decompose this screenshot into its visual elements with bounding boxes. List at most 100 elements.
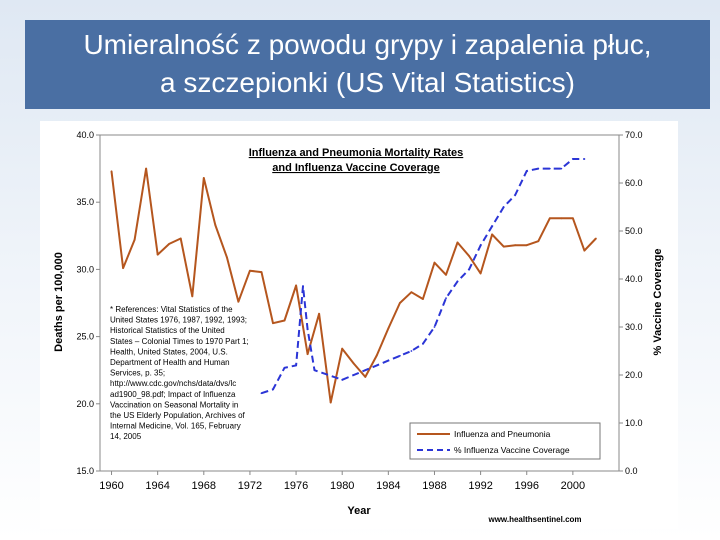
x-axis-label: Year bbox=[347, 505, 371, 517]
mortality-point bbox=[110, 170, 113, 173]
reference-line: United States 1976, 1987, 1992, 1993; bbox=[110, 316, 247, 325]
mortality-point bbox=[422, 298, 424, 300]
vaccine-point bbox=[398, 354, 401, 357]
vaccine-point bbox=[502, 206, 505, 208]
vaccine-point bbox=[445, 297, 447, 300]
x-tick-label: 1992 bbox=[468, 480, 492, 492]
slide-title-box: Umieralność z powodu grypy i zapalenia p… bbox=[25, 20, 710, 109]
y-tick-label: 40.0 bbox=[76, 130, 94, 140]
x-tick-label: 1980 bbox=[330, 480, 354, 492]
mortality-point bbox=[410, 291, 413, 294]
mortality-point bbox=[364, 376, 367, 378]
vaccine-point bbox=[537, 167, 540, 170]
mortality-point bbox=[260, 271, 263, 273]
vaccine-point bbox=[272, 388, 274, 391]
vaccine-point bbox=[341, 378, 344, 381]
reference-line: 14, 2005 bbox=[110, 432, 142, 441]
slide-title-line1: Umieralność z powodu grypy i zapalenia p… bbox=[83, 29, 652, 60]
reference-line: http://www.cdc.gov/nchs/data/dvs/lc bbox=[110, 379, 236, 388]
mortality-point bbox=[560, 217, 563, 220]
mortality-point bbox=[202, 177, 205, 179]
mortality-point bbox=[133, 238, 136, 241]
slide-title-line2: a szczepionki (US Vital Statistics) bbox=[160, 67, 575, 98]
mortality-point bbox=[502, 245, 505, 248]
x-tick-label: 1960 bbox=[99, 480, 123, 492]
vaccine-point bbox=[571, 158, 574, 160]
mortality-point bbox=[272, 322, 274, 325]
legend-box bbox=[409, 422, 601, 460]
reference-line: Services, p. 35; bbox=[110, 369, 165, 378]
vaccine-point bbox=[260, 392, 263, 395]
mortality-point bbox=[514, 244, 517, 247]
mortality-point bbox=[548, 217, 551, 220]
reference-line: the US Elderly Population, Archives of bbox=[110, 411, 246, 420]
series-line-mortality bbox=[110, 167, 597, 404]
reference-line: States – Colonial Times to 1970 Part 1; bbox=[110, 337, 249, 346]
x-tick-label: 1988 bbox=[422, 480, 446, 492]
vaccine-point bbox=[352, 374, 355, 376]
vaccine-point bbox=[295, 364, 297, 367]
mortality-point bbox=[306, 353, 309, 355]
mortality-point bbox=[398, 302, 401, 304]
mortality-point bbox=[329, 401, 332, 404]
reference-line: Historical Statistics of the United bbox=[110, 326, 225, 335]
vaccine-point bbox=[514, 194, 517, 196]
x-tick-label: 1976 bbox=[284, 480, 308, 492]
chart-container: 15.0 20.0 25.0 30.0 35.0 40.0 0.0 10.0 20.0 30.0… bbox=[40, 121, 678, 529]
mortality-point bbox=[341, 347, 344, 350]
x-tick-label: 1968 bbox=[192, 480, 216, 492]
mortality-point bbox=[237, 300, 240, 303]
vaccine-point bbox=[433, 326, 436, 328]
y2-tick-label: 30.0 bbox=[625, 322, 643, 332]
vaccine-point bbox=[302, 285, 304, 288]
vaccine-point bbox=[364, 369, 367, 372]
x-tick-label: 2000 bbox=[561, 480, 585, 492]
y2-axis-label: % Vaccine Coverage bbox=[652, 248, 664, 355]
mortality-point bbox=[387, 327, 390, 330]
legend-label-vaccine: % Influenza Vaccine Coverage bbox=[454, 445, 570, 455]
chart-title-line1: Influenza and Pneumonia Mortality Rates bbox=[249, 147, 464, 159]
vaccine-point bbox=[525, 170, 528, 172]
y-axis-label: Deaths per 100,000 bbox=[53, 252, 65, 352]
vaccine-point bbox=[491, 225, 494, 228]
mortality-point bbox=[318, 312, 321, 315]
source-credit: www.healthsentinel.com bbox=[487, 515, 581, 524]
reference-line: Vaccination on Seasonal Mortality in bbox=[110, 400, 238, 409]
vaccine-point bbox=[306, 328, 309, 331]
reference-line: * References: Vital Statistics of the bbox=[110, 305, 233, 314]
series-line-vaccine bbox=[261, 158, 585, 395]
vaccine-point bbox=[387, 359, 390, 362]
vaccine-point bbox=[560, 167, 563, 170]
y2-tick-label: 40.0 bbox=[625, 274, 643, 284]
x-tick-label: 1996 bbox=[514, 480, 538, 492]
mortality-point bbox=[191, 295, 194, 298]
y2-tick-label: 0.0 bbox=[625, 466, 638, 476]
mortality-point bbox=[156, 253, 159, 256]
mortality-point bbox=[214, 224, 217, 226]
y-tick-label: 15.0 bbox=[76, 466, 94, 476]
y2-tick-label: 60.0 bbox=[625, 178, 643, 188]
mortality-point bbox=[479, 272, 482, 275]
vaccine-point bbox=[283, 366, 286, 369]
y-tick-label: 20.0 bbox=[76, 399, 94, 409]
y2-tick-label: 70.0 bbox=[625, 130, 643, 140]
mortality-point bbox=[571, 217, 574, 220]
mortality-point bbox=[456, 241, 459, 244]
vaccine-point bbox=[468, 268, 470, 271]
mortality-point bbox=[168, 242, 171, 245]
mortality-point bbox=[283, 319, 286, 322]
reference-line: ad1900_98.pdf; Impact of Influenza bbox=[110, 390, 236, 399]
mortality-vaccine-chart: 15.0 20.0 25.0 30.0 35.0 40.0 0.0 10.0 20.0 30.0… bbox=[53, 130, 664, 524]
mortality-point bbox=[537, 240, 540, 243]
mortality-point bbox=[179, 237, 182, 240]
references-note: * References: Vital Statistics of the Uni… bbox=[110, 305, 249, 441]
reference-line: Health, United States, 2004, U.S. bbox=[110, 347, 228, 356]
reference-line: Department of Health and Human bbox=[110, 358, 230, 367]
legend: Influenza and Pneumonia % Influenza Vacc… bbox=[409, 422, 601, 460]
mortality-point bbox=[145, 167, 148, 170]
mortality-point bbox=[595, 237, 597, 240]
mortality-point bbox=[445, 273, 447, 276]
y-tick-label: 35.0 bbox=[76, 197, 94, 207]
x-tick-label: 1984 bbox=[376, 480, 400, 492]
vaccine-point bbox=[375, 364, 378, 367]
